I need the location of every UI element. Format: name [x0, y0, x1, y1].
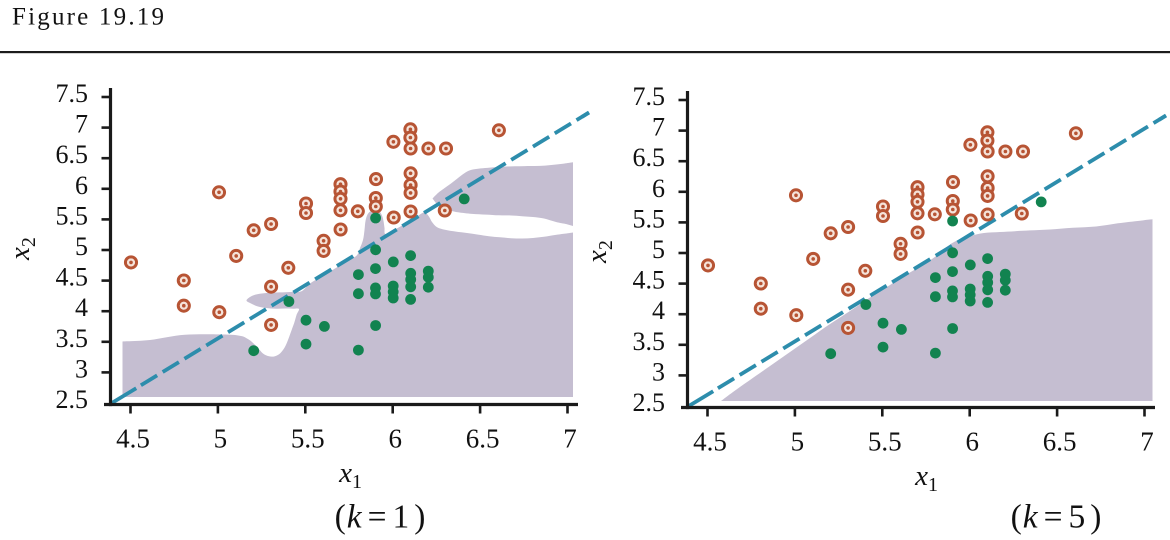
svg-text:3.5: 3.5: [633, 327, 666, 356]
svg-text:7: 7: [75, 110, 88, 139]
svg-text:3: 3: [75, 354, 88, 383]
svg-text:5: 5: [652, 235, 665, 264]
svg-text:4.5: 4.5: [116, 424, 150, 454]
svg-text:5.5: 5.5: [291, 424, 325, 454]
svg-text:7.5: 7.5: [633, 82, 666, 111]
svg-text:6.5: 6.5: [1043, 427, 1077, 457]
svg-text:6.5: 6.5: [56, 140, 89, 169]
svg-text:3.5: 3.5: [56, 324, 89, 353]
svg-text:4.5: 4.5: [56, 263, 89, 292]
svg-text:3: 3: [652, 357, 665, 386]
svg-text:7: 7: [1140, 427, 1154, 457]
svg-text:5.5: 5.5: [868, 427, 902, 457]
svg-text:7.5: 7.5: [56, 79, 89, 108]
svg-text:5: 5: [791, 427, 805, 457]
svg-text:7: 7: [652, 113, 665, 142]
svg-text:6.5: 6.5: [466, 424, 500, 454]
svg-text:2.5: 2.5: [633, 388, 666, 417]
svg-text:4: 4: [652, 296, 665, 325]
svg-text:6: 6: [965, 427, 979, 457]
svg-text:6: 6: [388, 424, 402, 454]
svg-text:Figure 19.19: Figure 19.19: [12, 4, 166, 31]
svg-text:7: 7: [563, 424, 577, 454]
svg-text:4: 4: [75, 293, 88, 322]
svg-text:6: 6: [652, 174, 665, 203]
svg-text:5: 5: [75, 232, 88, 261]
svg-text:4.5: 4.5: [633, 266, 666, 295]
svg-text:2.5: 2.5: [56, 385, 89, 414]
svg-text:5.5: 5.5: [56, 201, 89, 230]
svg-text:5: 5: [214, 424, 228, 454]
svg-text:4.5: 4.5: [693, 427, 727, 457]
svg-text:6.5: 6.5: [633, 143, 666, 172]
svg-text:6: 6: [75, 171, 88, 200]
svg-text:5.5: 5.5: [633, 204, 666, 233]
